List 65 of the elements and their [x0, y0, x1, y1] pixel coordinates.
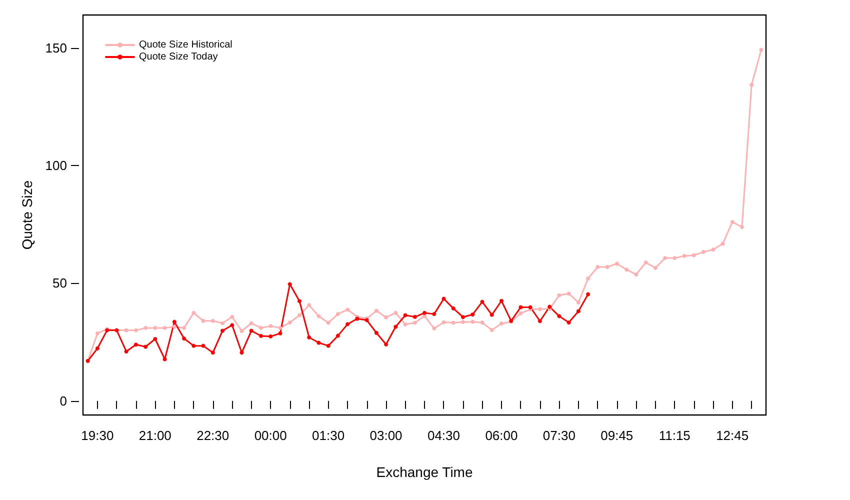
point [316, 340, 321, 345]
point [403, 313, 408, 318]
x-tick-label: 06:00 [485, 428, 518, 443]
legend-label: Quote Size Today [139, 52, 218, 62]
x-tick-label: 11:15 [658, 428, 690, 443]
point [220, 328, 224, 333]
point [432, 312, 436, 316]
point [412, 314, 417, 319]
x-tick-label: 22:30 [196, 428, 230, 443]
y-tick-label: 0 [60, 393, 67, 408]
point [153, 337, 158, 341]
point [230, 323, 234, 328]
point [172, 320, 176, 324]
point [307, 335, 312, 340]
point [566, 320, 571, 325]
x-tick-label: 03:00 [370, 428, 402, 443]
point [518, 305, 523, 310]
point [451, 306, 456, 310]
x-tick-label: 04:30 [427, 428, 460, 443]
x-tick-label: 01:30 [312, 428, 345, 443]
point [576, 309, 580, 314]
point [268, 334, 273, 338]
y-tick-label: 150 [45, 40, 67, 56]
point [288, 282, 292, 286]
point [460, 315, 465, 320]
point [422, 310, 426, 315]
point [144, 344, 148, 349]
point [490, 312, 494, 317]
point [162, 357, 167, 362]
point [394, 324, 398, 329]
x-tick-label: 00:00 [254, 428, 287, 443]
point [557, 314, 562, 318]
point [297, 299, 302, 304]
point [182, 336, 186, 341]
point [124, 349, 128, 354]
x-tick-label: 19:30 [81, 428, 114, 443]
x-tick-label: 07:30 [542, 428, 576, 443]
point [326, 344, 330, 348]
point [278, 331, 282, 336]
point [470, 312, 475, 317]
point [249, 328, 254, 333]
y-axis-title: Quote Size [19, 180, 35, 250]
point [95, 346, 100, 350]
point [192, 344, 196, 348]
point [480, 300, 484, 304]
point [384, 342, 388, 346]
point [374, 330, 378, 335]
point [586, 292, 590, 296]
point [499, 298, 504, 303]
point [134, 342, 138, 347]
y-tick-label: 50 [52, 276, 67, 291]
y-tick-label: 100 [45, 158, 67, 174]
x-axis-title: Exchange Time [376, 464, 473, 480]
point [258, 334, 263, 338]
point [336, 334, 340, 338]
point [240, 350, 244, 355]
legend-label: Quote Size Historical [139, 40, 232, 50]
x-tick-label: 21:00 [138, 428, 172, 443]
point [201, 344, 206, 348]
point [346, 322, 350, 326]
point [538, 319, 542, 324]
point [442, 296, 446, 301]
point [210, 350, 215, 355]
x-tick-label: 09:45 [600, 428, 634, 443]
x-tick-label: 12:45 [716, 428, 749, 443]
